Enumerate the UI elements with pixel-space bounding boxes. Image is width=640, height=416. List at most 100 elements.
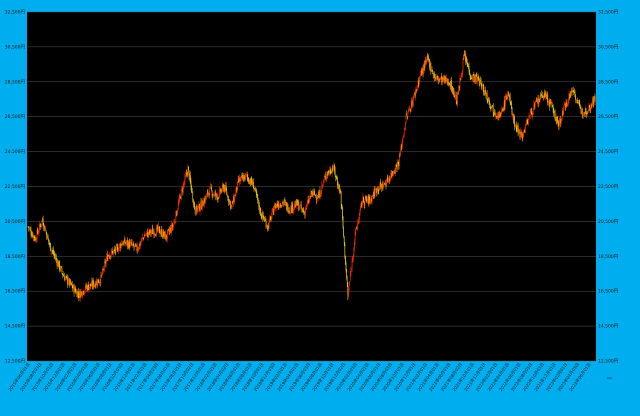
candle-body	[577, 103, 579, 105]
candle-body	[294, 204, 295, 209]
candle-body	[203, 205, 205, 207]
candle-body	[239, 178, 241, 182]
candle-body	[447, 81, 449, 84]
candle-body	[297, 199, 298, 206]
candle-body	[126, 239, 128, 246]
candle-body	[557, 116, 558, 122]
candle-body	[362, 201, 363, 206]
candle-body	[463, 58, 464, 59]
candle-body	[167, 229, 169, 232]
candle-body	[475, 75, 477, 77]
candle-body	[332, 168, 334, 170]
candle-body	[578, 102, 579, 104]
candle-body	[97, 278, 99, 283]
candle-body	[473, 74, 475, 83]
candle-body	[140, 242, 142, 245]
candle-body	[118, 246, 120, 251]
candle-body	[348, 290, 349, 297]
candle-body	[143, 237, 145, 239]
candle-body	[49, 243, 51, 245]
candle-body	[217, 197, 218, 200]
candle-body	[159, 226, 160, 233]
candle-body	[51, 250, 53, 252]
candle-body	[110, 255, 111, 258]
candle-body	[395, 164, 397, 173]
candle-body	[520, 131, 521, 137]
candle-body	[411, 101, 412, 109]
candle-body	[220, 190, 222, 194]
candle-body	[536, 100, 538, 102]
candle-body	[414, 93, 415, 95]
candle-body	[134, 243, 136, 247]
candle-body	[344, 242, 346, 257]
candle-body	[108, 255, 109, 257]
candle-body	[455, 94, 457, 98]
candle-body	[394, 172, 395, 174]
candle-body	[184, 175, 186, 182]
candle-body	[168, 229, 169, 230]
candle-body	[45, 230, 46, 231]
candle-body	[266, 225, 268, 229]
candle-body	[218, 197, 220, 198]
candle-body	[261, 216, 263, 219]
candle-body	[255, 188, 257, 191]
candle-body	[333, 165, 335, 169]
candle-body	[127, 242, 129, 245]
candle-body	[63, 275, 65, 277]
candle-body	[83, 291, 85, 294]
candle-body	[396, 165, 398, 170]
candle-body	[266, 226, 268, 227]
candle-body	[489, 103, 491, 107]
candle-body	[420, 74, 421, 76]
candle-body	[250, 178, 252, 185]
candle-body	[531, 112, 533, 115]
candle-body	[276, 203, 278, 208]
candle-body	[406, 116, 408, 117]
y-tick-label: 30,500円	[5, 44, 26, 50]
candle-body	[111, 250, 113, 252]
candle-body	[194, 208, 196, 214]
candle-body	[548, 101, 550, 103]
candle-body	[499, 113, 501, 117]
candle-body	[431, 69, 433, 72]
candle-body	[428, 56, 429, 61]
candle-body	[259, 205, 260, 211]
candle-body	[82, 295, 83, 297]
candle-body	[492, 105, 494, 114]
candle-body	[293, 207, 295, 210]
candle-body	[156, 227, 157, 237]
candle-body	[100, 275, 102, 277]
candle-body	[130, 242, 131, 247]
candle-body	[195, 214, 197, 216]
candle-body	[243, 175, 245, 181]
candle-body	[581, 109, 583, 115]
candle-body	[273, 210, 275, 216]
candle-body	[325, 177, 327, 180]
y-tick-label: 14,500円	[598, 324, 619, 330]
candle-body	[79, 291, 81, 298]
candle-body	[409, 109, 410, 110]
candle-body	[222, 184, 223, 191]
candle-body	[474, 75, 475, 83]
candle-body	[375, 188, 377, 193]
candle-body	[305, 208, 307, 210]
candle-body	[251, 182, 253, 185]
y-tick-label: 32,500円	[5, 10, 26, 16]
candle-body	[515, 125, 516, 126]
candle-body	[240, 176, 242, 179]
candle-body	[182, 185, 184, 194]
candle-body	[591, 104, 592, 108]
candle-body	[481, 84, 483, 89]
candle-body	[574, 92, 576, 97]
candle-body	[65, 276, 66, 278]
candle-body	[94, 284, 95, 287]
candle-body	[286, 202, 288, 210]
candle-body	[455, 95, 457, 103]
candle-body	[185, 175, 186, 178]
candle-body	[388, 178, 390, 180]
candle-body	[253, 188, 255, 189]
y-tick-label: 16,500円	[598, 289, 619, 295]
candle-body	[277, 203, 278, 207]
candle-body	[179, 195, 181, 197]
candle-body	[519, 135, 521, 137]
